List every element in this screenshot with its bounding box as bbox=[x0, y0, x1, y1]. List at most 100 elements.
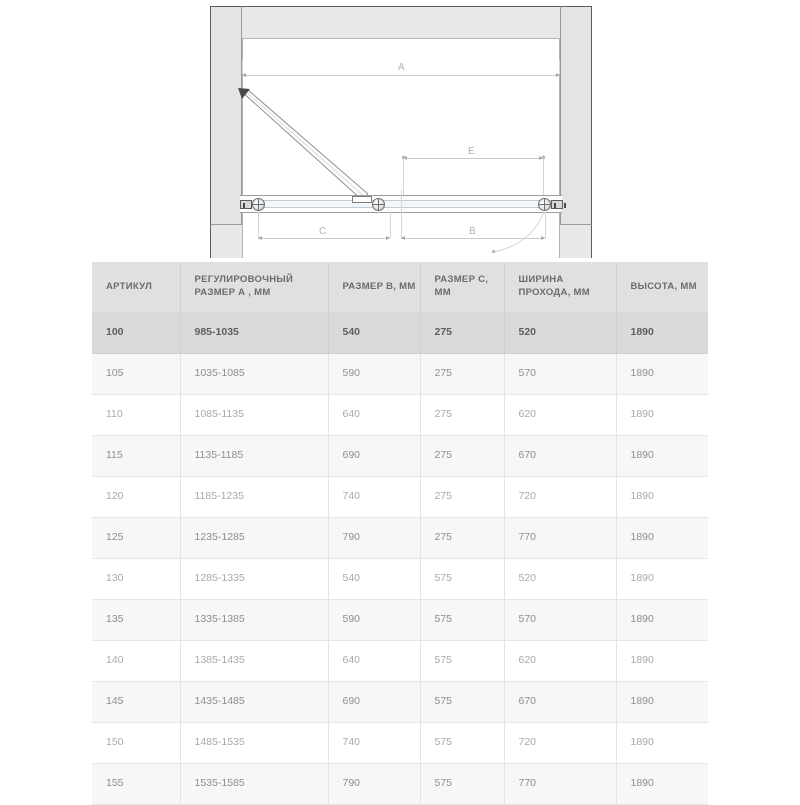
cell-size-c: 275 bbox=[420, 435, 505, 477]
column-header-article: АРТИКУЛ bbox=[92, 262, 181, 312]
cell-size-b: 540 bbox=[328, 312, 421, 354]
cell-article: 115 bbox=[92, 435, 181, 477]
cell-adjust-size-a: 1385-1435 bbox=[180, 640, 329, 682]
cell-article: 150 bbox=[92, 722, 181, 764]
table-row: 100 985-1035 540 275 520 1890 bbox=[92, 312, 708, 354]
cell-height: 1890 bbox=[616, 558, 708, 600]
cell-height: 1890 bbox=[616, 517, 708, 559]
wall-left bbox=[210, 6, 242, 225]
cell-height: 1890 bbox=[616, 763, 708, 805]
roller-cross-middle bbox=[372, 198, 385, 211]
cell-size-b: 640 bbox=[328, 640, 421, 682]
cell-size-c: 575 bbox=[420, 763, 505, 805]
cell-adjust-size-a: 1285-1335 bbox=[180, 558, 329, 600]
dim-ext-c-left bbox=[258, 212, 259, 238]
dim-line-b bbox=[401, 236, 545, 240]
table-row: 115 1135-1185 690 275 670 1890 bbox=[92, 435, 708, 477]
leader-line-curve bbox=[493, 212, 545, 253]
bracket-left bbox=[240, 200, 255, 209]
cell-adjust-size-a: 1085-1135 bbox=[180, 394, 329, 436]
column-header-height: ВЫСОТА, ММ bbox=[616, 262, 708, 312]
dim-ext-c-right bbox=[390, 212, 391, 238]
cell-adjust-size-a: 1485-1535 bbox=[180, 722, 329, 764]
table-row: 125 1235-1285 790 275 770 1890 bbox=[92, 517, 708, 559]
cell-size-c: 275 bbox=[420, 353, 505, 395]
dim-ext-b-right bbox=[545, 212, 546, 238]
dim-line-c bbox=[258, 236, 390, 240]
cell-size-c: 275 bbox=[420, 517, 505, 559]
cell-article: 125 bbox=[92, 517, 181, 559]
cell-height: 1890 bbox=[616, 599, 708, 641]
specification-table-container: АРТИКУЛ РЕГУЛИРОВОЧНЫЙ РАЗМЕР А , ММ РАЗ… bbox=[92, 262, 708, 805]
technical-drawing: A E C B bbox=[0, 0, 800, 262]
cell-size-b: 790 bbox=[328, 517, 421, 559]
table-body: 100 985-1035 540 275 520 1890 105 1035-1085 590 2… bbox=[92, 312, 708, 805]
cell-passage-width: 670 bbox=[504, 681, 617, 723]
cell-size-c: 575 bbox=[420, 640, 505, 682]
cell-article: 120 bbox=[92, 476, 181, 518]
cell-adjust-size-a: 1435-1485 bbox=[180, 681, 329, 723]
dim-ext-e-right bbox=[543, 155, 544, 201]
column-header-size-b: РАЗМЕР В, ММ bbox=[328, 262, 421, 312]
cell-size-c: 575 bbox=[420, 558, 505, 600]
cell-height: 1890 bbox=[616, 640, 708, 682]
cell-adjust-size-a: 1035-1085 bbox=[180, 353, 329, 395]
cell-size-c: 275 bbox=[420, 394, 505, 436]
dim-line-a bbox=[242, 73, 560, 77]
dim-line-e bbox=[403, 156, 543, 160]
cell-article: 110 bbox=[92, 394, 181, 436]
dim-tick-e-right bbox=[542, 156, 545, 159]
cell-size-b: 790 bbox=[328, 763, 421, 805]
cell-height: 1890 bbox=[616, 722, 708, 764]
dim-ext-a-left bbox=[242, 60, 243, 74]
cell-article: 105 bbox=[92, 353, 181, 395]
table-head: АРТИКУЛ РЕГУЛИРОВОЧНЫЙ РАЗМЕР А , ММ РАЗ… bbox=[92, 262, 708, 312]
table-row: 105 1035-1085 590 275 570 1890 bbox=[92, 353, 708, 395]
cell-height: 1890 bbox=[616, 353, 708, 395]
cell-passage-width: 770 bbox=[504, 517, 617, 559]
roller-cross-left bbox=[252, 198, 265, 211]
cell-size-c: 275 bbox=[420, 312, 505, 354]
cell-article: 140 bbox=[92, 640, 181, 682]
roller-cross-right bbox=[538, 198, 551, 211]
cell-size-b: 690 bbox=[328, 435, 421, 477]
cell-height: 1890 bbox=[616, 312, 708, 354]
table-row: 155 1535-1585 790 575 770 1890 bbox=[92, 763, 708, 805]
cell-adjust-size-a: 1535-1585 bbox=[180, 763, 329, 805]
cell-adjust-size-a: 1185-1235 bbox=[180, 476, 329, 518]
cell-article: 155 bbox=[92, 763, 181, 805]
dim-ext-a-right bbox=[559, 60, 560, 74]
cell-size-b: 590 bbox=[328, 353, 421, 395]
table-row: 135 1335-1385 590 575 570 1890 bbox=[92, 599, 708, 641]
table-row: 145 1435-1485 690 575 670 1890 bbox=[92, 681, 708, 723]
cell-size-b: 640 bbox=[328, 394, 421, 436]
cell-size-c: 575 bbox=[420, 681, 505, 723]
specification-table: АРТИКУЛ РЕГУЛИРОВОЧНЫЙ РАЗМЕР А , ММ РАЗ… bbox=[92, 262, 708, 805]
cell-height: 1890 bbox=[616, 681, 708, 723]
cell-size-b: 690 bbox=[328, 681, 421, 723]
diagonal-support-strut bbox=[238, 88, 368, 200]
dim-ext-e-left bbox=[403, 155, 404, 201]
table-row: 140 1385-1435 640 575 620 1890 bbox=[92, 640, 708, 682]
cell-passage-width: 720 bbox=[504, 722, 617, 764]
dim-ext-b-left bbox=[401, 190, 402, 238]
cell-size-b: 740 bbox=[328, 476, 421, 518]
leader-line-endpoint bbox=[492, 250, 495, 253]
dim-label-a: A bbox=[398, 62, 406, 73]
wall-right bbox=[560, 6, 592, 225]
cell-passage-width: 620 bbox=[504, 394, 617, 436]
cell-adjust-size-a: 1335-1385 bbox=[180, 599, 329, 641]
cell-article: 135 bbox=[92, 599, 181, 641]
cell-article: 130 bbox=[92, 558, 181, 600]
cell-passage-width: 520 bbox=[504, 558, 617, 600]
dim-label-b: B bbox=[469, 226, 477, 237]
cell-adjust-size-a: 985-1035 bbox=[180, 312, 329, 354]
cell-size-b: 740 bbox=[328, 722, 421, 764]
door-stopper-block bbox=[352, 196, 372, 203]
table-row: 120 1185-1235 740 275 720 1890 bbox=[92, 476, 708, 518]
cell-article: 145 bbox=[92, 681, 181, 723]
table-header-row: АРТИКУЛ РЕГУЛИРОВОЧНЫЙ РАЗМЕР А , ММ РАЗ… bbox=[92, 262, 708, 312]
table-row: 110 1085-1135 640 275 620 1890 bbox=[92, 394, 708, 436]
cell-passage-width: 720 bbox=[504, 476, 617, 518]
column-header-adjust-size-a: РЕГУЛИРОВОЧНЫЙ РАЗМЕР А , ММ bbox=[180, 262, 329, 312]
